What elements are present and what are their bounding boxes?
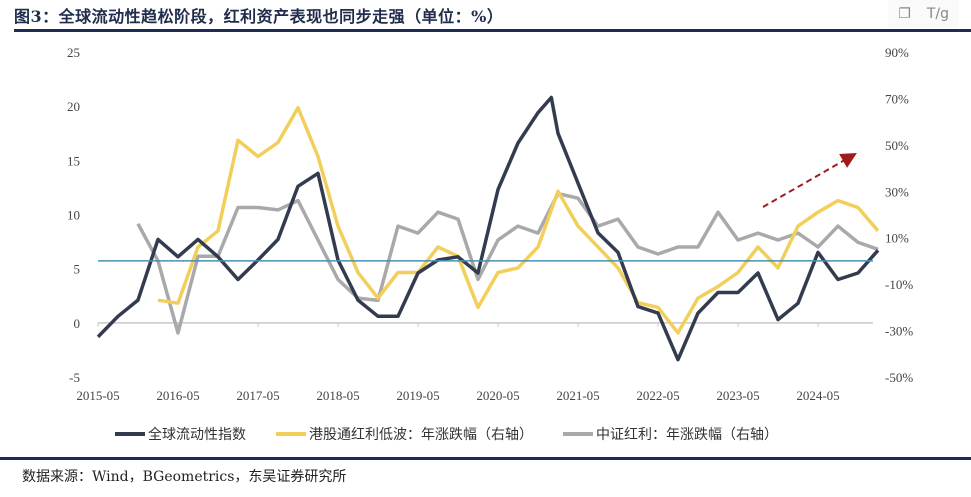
trend-arrow [762, 153, 857, 208]
figure-title: 图3：全球流动性趋松阶段，红利资产表现也同步走强（单位：%） [14, 7, 504, 26]
right-tick-label: -10% [885, 277, 913, 292]
right-tick-label: 70% [885, 91, 909, 106]
right-tick-label: 10% [885, 231, 909, 246]
line-chart: 2015-05 2016-05 2017-05 2018-05 2019-05 2020-… [67, 45, 913, 403]
right-tick-label: 90% [885, 45, 909, 60]
legend-swatch [276, 432, 306, 436]
left-tick-label: 10 [67, 208, 80, 223]
source-note: 数据来源：Wind，BGeometrics，东吴证券研究所 [22, 469, 347, 485]
x-tick-label: 2015-05 [76, 388, 119, 403]
bottom-rule [0, 457, 971, 460]
legend-item-liquidity: 全球流动性指数 [115, 424, 246, 444]
left-tick-label: 20 [67, 99, 80, 114]
left-tick-label: 0 [74, 316, 81, 331]
series-line-2 [136, 191, 879, 335]
legend-label: 全球流动性指数 [148, 427, 246, 443]
left-tick-label: 5 [74, 262, 81, 277]
x-tick-label: 2021-05 [556, 388, 599, 403]
x-tick-label: 2017-05 [236, 388, 279, 403]
legend-swatch [115, 432, 145, 436]
series-line-0 [96, 95, 880, 362]
legend-item-hk-dividend: 港股通红利低波：年涨跌幅（右轴） [276, 424, 533, 444]
translate-icon[interactable]: T/g [926, 6, 949, 22]
copy-icon[interactable]: ❐ [898, 6, 911, 22]
legend-label: 港股通红利低波：年涨跌幅（右轴） [309, 427, 533, 443]
top-rule [14, 29, 971, 32]
right-tick-label: -30% [885, 324, 913, 339]
x-tick-label: 2022-05 [636, 388, 679, 403]
left-tick-label: 25 [67, 45, 80, 60]
legend-item-csi-dividend: 中证红利：年涨跌幅（右轴） [563, 424, 778, 444]
x-tick-label: 2018-05 [316, 388, 359, 403]
x-tick-label: 2023-05 [716, 388, 759, 403]
toolbar: ❐ T/g [888, 0, 959, 28]
x-tick-label: 2020-05 [476, 388, 519, 403]
legend-swatch [563, 432, 593, 436]
x-tick-label: 2019-05 [396, 388, 439, 403]
legend: 全球流动性指数 港股通红利低波：年涨跌幅（右轴） 中证红利：年涨跌幅（右轴） [115, 424, 778, 444]
right-tick-label: -50% [885, 370, 913, 385]
legend-label: 中证红利：年涨跌幅（右轴） [596, 427, 778, 443]
x-tick-label: 2016-05 [156, 388, 199, 403]
left-tick-label: -5 [69, 370, 80, 385]
right-tick-label: 50% [885, 138, 909, 153]
right-tick-label: 30% [885, 184, 909, 199]
x-tick-label: 2024-05 [796, 388, 839, 403]
series-line-1 [157, 105, 880, 335]
left-tick-label: 15 [67, 153, 80, 168]
